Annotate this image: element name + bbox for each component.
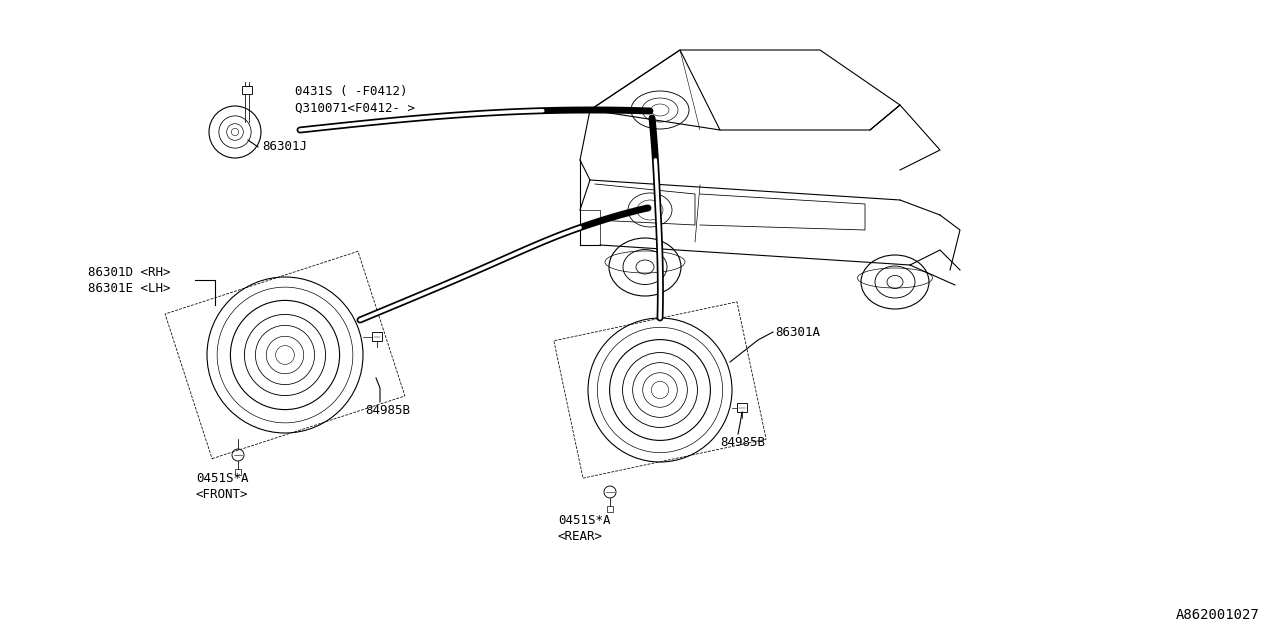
Bar — [236, 469, 241, 475]
Text: 86301J: 86301J — [262, 141, 307, 154]
Text: 86301A: 86301A — [774, 326, 820, 339]
Text: <FRONT>: <FRONT> — [196, 488, 248, 500]
Text: 84985B: 84985B — [719, 435, 765, 449]
Bar — [242, 86, 252, 94]
Text: 0451S*A: 0451S*A — [196, 472, 248, 484]
Text: 84985B: 84985B — [365, 403, 410, 417]
Bar — [737, 403, 748, 412]
Bar — [607, 506, 613, 512]
Text: 0451S*A: 0451S*A — [558, 513, 611, 527]
Bar — [372, 332, 381, 341]
Text: A862001027: A862001027 — [1176, 608, 1260, 622]
Text: 0431S ( -F0412): 0431S ( -F0412) — [294, 86, 407, 99]
Text: Q310071<F0412- >: Q310071<F0412- > — [294, 102, 415, 115]
Text: 86301D <RH>: 86301D <RH> — [88, 266, 170, 278]
Text: 86301E <LH>: 86301E <LH> — [88, 282, 170, 294]
Text: <REAR>: <REAR> — [558, 529, 603, 543]
